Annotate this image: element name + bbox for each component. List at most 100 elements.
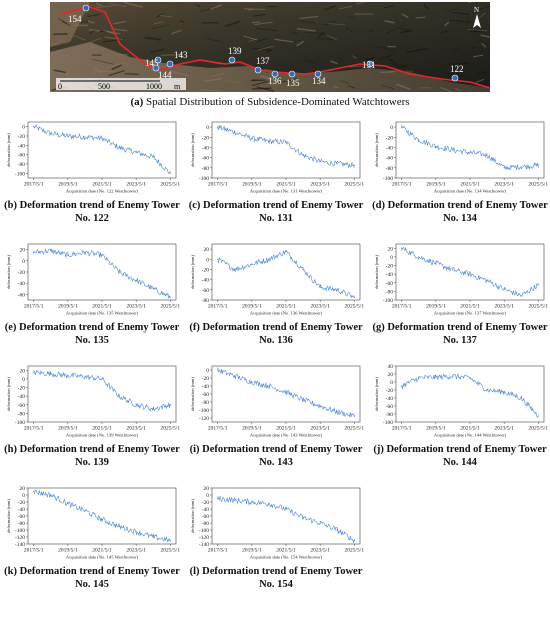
terrain-ridge <box>448 62 469 65</box>
x-tick-label: 2019/5/1 <box>58 182 78 188</box>
data-point <box>469 151 471 154</box>
y-tick-label: 20 <box>204 247 210 253</box>
chart-caption-c: (c) Deformation trend of Enemy Tower No.… <box>188 200 364 230</box>
terrain-ridge <box>210 4 223 11</box>
terrain-ridge <box>53 32 68 36</box>
terrain-ridge <box>90 45 96 48</box>
x-tick-label: 2017/5/1 <box>24 548 44 554</box>
y-tick-label: -100 <box>15 420 25 426</box>
tower-marker-135[interactable] <box>288 70 296 78</box>
tower-marker-143[interactable] <box>166 60 174 68</box>
tower-marker-134[interactable] <box>314 70 322 78</box>
y-tick-label: -140 <box>199 542 209 548</box>
data-point <box>418 377 420 379</box>
data-point <box>268 140 270 142</box>
terrain-ridge <box>254 21 273 26</box>
y-tick-label: 20 <box>20 486 26 492</box>
data-point <box>401 385 403 387</box>
terrain-ridge <box>160 54 183 56</box>
data-point <box>520 166 522 168</box>
terrain-ridge <box>252 80 269 87</box>
y-tick-label: -40 <box>202 507 210 513</box>
terrain-ridge <box>62 54 69 58</box>
terrain-ridge <box>477 6 490 10</box>
chart-i: 0 -20 -40 -60 -80 -100 -120 2017/5/1 2019/5/1 202… <box>190 365 364 438</box>
y-tick-label: 20 <box>388 372 394 378</box>
chart-caption-e: (e) Deformation trend of Enemy Tower No.… <box>4 322 180 352</box>
chart-panel-b: 0 -20 -40 -60 -80 -100 2017/5/1 2019/5/1 2021/5/… <box>4 118 180 230</box>
plot-area <box>211 121 361 179</box>
tower-marker-144[interactable] <box>152 64 160 72</box>
tower-marker-131[interactable] <box>366 60 374 68</box>
tower-label-136: 136 <box>268 76 282 86</box>
data-point <box>217 258 219 260</box>
y-tick-label: -60 <box>202 156 210 162</box>
caption-label: (f) <box>189 322 200 333</box>
x-tick-label: 2023/5/1 <box>310 182 330 188</box>
x-tick-label: 2017/5/1 <box>208 182 228 188</box>
x-tick-label: 2019/5/1 <box>426 304 446 310</box>
x-axis-label: Acquisition date (No. 122 Watchtower) <box>66 189 139 194</box>
tower-marker-154[interactable] <box>82 4 90 12</box>
caption-text: Deformation trend of Enemy Tower No. 143 <box>199 444 363 468</box>
data-point <box>135 279 137 281</box>
x-tick-label: 2023/5/1 <box>126 304 146 310</box>
tower-label-154: 154 <box>68 14 82 24</box>
data-point <box>251 137 253 139</box>
plot-area <box>211 487 361 545</box>
main-caption-text: Spatial Distribution of Subsidence-Domin… <box>146 96 410 108</box>
y-tick-label: -100 <box>199 528 209 534</box>
y-tick-label: -80 <box>386 166 394 172</box>
data-point <box>169 404 171 406</box>
data-point <box>152 536 154 538</box>
chart-panel-i: 0 -20 -40 -60 -80 -100 -120 2017/5/1 2019/5/1 202… <box>188 362 364 474</box>
y-tick-label: 0 <box>22 125 25 131</box>
terrain-ridge <box>123 2 143 8</box>
tower-marker-145[interactable] <box>154 56 162 64</box>
terrain-ridge <box>381 84 394 90</box>
x-tick-label: 2019/5/1 <box>58 548 78 554</box>
x-tick-label: 2019/5/1 <box>58 304 78 310</box>
x-tick-label: 2023/5/1 <box>494 182 514 188</box>
caption-text: Deformation trend of Enemy Tower No. 131 <box>200 200 364 224</box>
terrain-ridge <box>105 62 126 68</box>
caption-label: (k) <box>4 566 17 577</box>
y-tick-label: -20 <box>202 135 210 141</box>
data-point <box>118 147 120 149</box>
y-tick-label: -60 <box>202 288 210 294</box>
data-point <box>285 251 287 253</box>
scale-label-1000: 1000 <box>146 82 162 91</box>
tower-marker-139[interactable] <box>228 56 236 64</box>
data-point <box>319 286 321 288</box>
data-point <box>537 164 539 166</box>
tower-marker-136[interactable] <box>271 70 279 78</box>
caption-text: Deformation trend of Enemy Tower No. 134 <box>385 200 548 224</box>
x-tick-label: 2017/5/1 <box>24 304 44 310</box>
plot-area <box>27 121 177 179</box>
scale-label-0: 0 <box>58 82 62 91</box>
terrain-ridge <box>253 13 267 17</box>
chart-panel-j: 40 20 0 -20 -40 -60 -80 -100 2017/5/1 2019/5/1 202… <box>372 362 548 474</box>
terrain-ridge <box>449 19 471 23</box>
terrain-ridge <box>260 75 275 81</box>
caption-text: Deformation trend of Enemy Tower No. 136 <box>199 322 363 346</box>
data-point <box>67 503 69 505</box>
terrain-ridge <box>151 24 170 29</box>
data-point <box>537 284 539 286</box>
terrain-ridge <box>475 78 485 83</box>
terrain-ridge <box>90 37 102 43</box>
x-tick-label: 2021/5/1 <box>92 182 112 188</box>
data-point <box>217 497 219 500</box>
caption-text: Deformation trend of Enemy Tower No. 139 <box>17 444 180 468</box>
x-tick-label: 2025/5/1 <box>161 182 180 188</box>
x-tick-label: 2025/5/1 <box>529 304 548 310</box>
x-tick-label: 2023/5/1 <box>310 548 330 554</box>
y-tick-label: -60 <box>18 403 26 409</box>
tower-marker-122[interactable] <box>451 74 459 82</box>
scale-bar-bg <box>56 78 186 90</box>
plot-area <box>395 121 545 179</box>
tower-marker-137[interactable] <box>254 66 262 74</box>
